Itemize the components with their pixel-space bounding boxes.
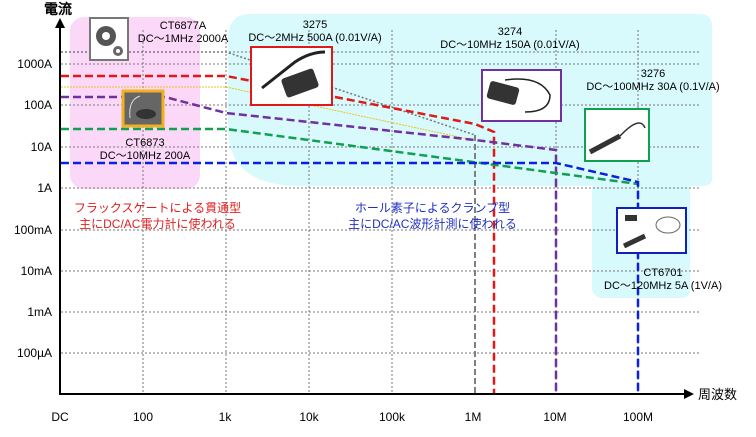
series-3275 [61,74,496,394]
y-axis-arrow [55,18,65,28]
x-tick-10m: 10M [543,410,567,424]
product-name: CT6701 [643,267,683,279]
product-name: 3274 [497,26,523,38]
product-spec: DC～10MHz 200A [99,150,191,162]
y-tick-100a: 100A [23,98,52,112]
x-axis-title: 周波数 [698,387,738,402]
product-spec: DC～100MHz 30A (0.1V/A) [586,81,720,93]
fluxgate-note-line2: 主にDC/AC電力計に使われる [79,217,236,231]
series-ct6877a [61,51,476,136]
product-ct6877a: CT6877A DC～1MHz 2000A [128,20,238,46]
hall-note: ホール素子によるクランプ型 主にDC/AC波形計測に使われる [340,200,525,232]
product-name: CT6877A [159,20,207,32]
series-ct6873 [61,86,474,141]
product-3274: 3274 DC～10MHz 150A (0.01V/A) [425,26,595,52]
x-tick-100k: 100k [378,410,406,424]
y-tick-1000a: 1000A [17,57,52,71]
hall-note-line2: 主にDC/AC波形計測に使われる [348,217,517,231]
y-tick-100ua: 100µA [17,346,52,360]
3276-photo-icon [584,108,650,162]
series-ct6701 [61,161,640,394]
y-axis-title: 電流 [44,1,72,17]
hall-note-line1: ホール素子によるクランプ型 [354,201,511,215]
ct6701-photo-icon [616,207,687,254]
product-ct6873: CT6873 DC～10MHz 200A [90,137,200,163]
product-spec: DC～2MHz 500A (0.01V/A) [248,32,382,44]
x-tick-1k: 1k [218,410,232,424]
product-3275: 3275 DC～2MHz 500A (0.01V/A) [235,19,395,45]
product-spec: DC～1MHz 2000A [137,33,229,45]
y-tick-1ma: 1mA [27,305,52,319]
product-spec: DC～120MHz 5A (1V/A) [604,280,722,292]
ct6877a-photo-icon [89,17,129,61]
x-axis-arrow [684,389,694,399]
product-name: 3275 [302,19,328,31]
product-spec: DC～10MHz 150A (0.01V/A) [440,39,580,51]
y-tick-1a: 1A [37,181,52,195]
x-tick-1m: 1M [464,410,482,424]
y-tick-100ma: 100mA [13,223,52,237]
x-tick-100: 100 [132,410,154,424]
fluxgate-note-line1: フラックスゲートによる貫通型 [73,201,242,215]
ct6873-photo-icon [121,89,165,128]
y-tick-10a: 10A [30,140,52,154]
y-tick-10ma: 10mA [20,264,52,278]
hall-region [228,14,712,298]
series-3276 [61,127,639,186]
x-tick-10k: 10k [299,410,319,424]
fluxgate-note: フラックスゲートによる貫通型 主にDC/AC電力計に使われる [70,200,245,232]
product-ct6701: CT6701 DC～120MHz 5A (1V/A) [588,267,738,293]
product-name: 3276 [640,68,666,80]
3275-photo-icon [250,46,333,106]
product-3276: 3276 DC～100MHz 30A (0.1V/A) [578,68,728,94]
3274-photo-icon [481,69,562,122]
x-tick-100m: 100M [622,410,654,424]
product-name: CT6873 [125,137,165,149]
x-tick-dc: DC [51,410,69,424]
